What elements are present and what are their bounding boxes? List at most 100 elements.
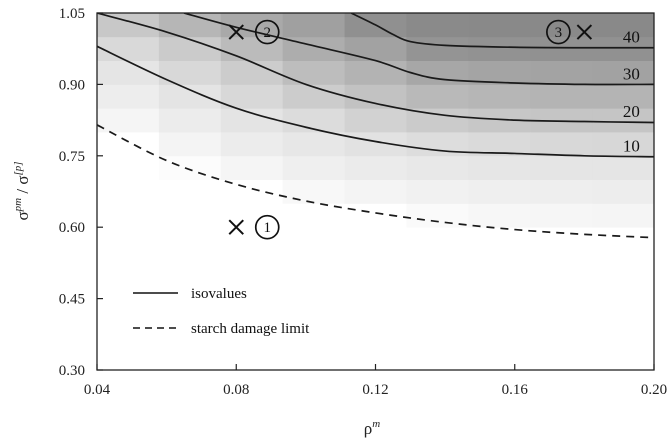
isoline-10 [97, 45, 654, 158]
heatmap-cell [97, 36, 160, 61]
heatmap-cell [406, 179, 469, 204]
x-tick-label: 0.20 [641, 382, 667, 398]
y-tick-label: 0.75 [59, 149, 85, 165]
cross-marker [576, 24, 593, 40]
point-label: 3 [555, 25, 563, 41]
heatmap-cell [282, 13, 345, 38]
isovalue-labels: 10 20 30 40 [623, 28, 640, 156]
isovalue-label-10: 10 [623, 136, 640, 155]
heatmap-cell [592, 203, 654, 228]
heatmap-cell [97, 60, 160, 85]
y-axis-title: σpm / σ[p] [12, 161, 32, 220]
heatmap-cell [530, 84, 593, 109]
heatmap-cell [220, 60, 284, 85]
heatmap-cell [344, 60, 407, 85]
heatmap-cell [97, 13, 160, 38]
heatmap-cell [97, 108, 160, 133]
heatmap-cell [592, 108, 654, 133]
operating-point-2: 2 [228, 19, 280, 45]
legend: isovalues starch damage limit [133, 286, 310, 337]
heatmap-cell [220, 36, 284, 61]
cross-marker [228, 219, 244, 235]
heatmap-cell [468, 13, 531, 38]
point-badge [254, 214, 280, 240]
starch-damage-limit-line [97, 124, 654, 239]
heatmap-cell [592, 155, 654, 180]
isolines [97, 13, 654, 239]
heatmap-cell [468, 36, 531, 61]
x-axis: 0.04 0.08 0.12 0.16 0.20 [84, 364, 667, 398]
isovalue-label-40: 40 [623, 28, 640, 47]
x-tick-label: 0.04 [84, 382, 111, 398]
heatmap-cell [344, 108, 407, 133]
heatmap-cell [282, 84, 345, 109]
isoline-40 [350, 13, 654, 49]
operating-points: 1 2 3 [228, 19, 593, 240]
heatmap-cell [406, 155, 469, 180]
heatmap-cell [344, 179, 407, 204]
cross-marker [228, 24, 244, 40]
isoline-20 [97, 13, 654, 124]
heatmap-cell [344, 84, 407, 109]
y-tick-label: 0.45 [59, 292, 85, 308]
heatmap-cell [220, 84, 284, 109]
heatmap-cell [158, 36, 222, 61]
x-axis-title: ρm [364, 418, 380, 438]
isovalue-label-20: 20 [623, 102, 640, 121]
y-tick-label: 1.05 [59, 6, 85, 22]
heatmap-cell [97, 84, 160, 109]
x-tick-label: 0.16 [502, 382, 529, 398]
heatmap-cell [530, 203, 593, 228]
point-label: 2 [264, 25, 272, 41]
heatmap-cell [468, 179, 531, 204]
heatmap-cell [592, 84, 654, 109]
heatmap-cell [282, 179, 345, 204]
point-badge [254, 19, 280, 45]
operating-point-1: 1 [228, 214, 280, 240]
point-badge [546, 19, 571, 45]
operating-point-3: 3 [546, 19, 593, 45]
heatmap-cell [282, 60, 345, 85]
heatmap-cell [282, 132, 345, 157]
heatmap-cell [406, 203, 469, 228]
heatmap-cell [158, 84, 222, 109]
heatmap-cell [158, 155, 222, 180]
heatmap-cell [344, 36, 407, 61]
isoline-30 [183, 13, 654, 86]
heatmap-cell [406, 13, 469, 38]
y-tick-label: 0.30 [59, 363, 85, 379]
heatmap-cell [344, 132, 407, 157]
y-axis: 0.30 0.45 0.60 0.75 0.90 1.05 [59, 6, 103, 379]
heatmap-cell [220, 132, 284, 157]
legend-isovalues-label: isovalues [191, 286, 247, 302]
heatmap-cell [530, 179, 593, 204]
heatmap-cell [530, 132, 593, 157]
heatmap-cell [468, 155, 531, 180]
heatmap-cell [468, 203, 531, 228]
x-tick-label: 0.08 [223, 382, 249, 398]
heatmap-cell [592, 60, 654, 85]
isovalue-label-30: 30 [623, 64, 640, 83]
heatmap-cell [406, 84, 469, 109]
heatmap-cell [592, 132, 654, 157]
y-tick-label: 0.60 [59, 220, 85, 236]
heatmap-cell [158, 108, 222, 133]
heatmap-cell [530, 36, 593, 61]
heatmap-cell [592, 13, 654, 38]
heatmap-cell [468, 84, 531, 109]
heatmap-cell [468, 60, 531, 85]
heatmap-cell [158, 132, 222, 157]
heatmap-cell [530, 60, 593, 85]
y-tick-label: 0.90 [59, 77, 85, 93]
heatmap-cell [282, 155, 345, 180]
heatmap-cell [406, 108, 469, 133]
heatmap-cell [158, 13, 222, 38]
heatmap-cell [530, 155, 593, 180]
heatmap-cell [220, 108, 284, 133]
heatmap-cell [220, 155, 284, 180]
heatmap-cell [406, 36, 469, 61]
x-tick-label: 0.12 [362, 382, 388, 398]
heatmap-cell [592, 36, 654, 61]
point-label: 1 [264, 220, 272, 236]
